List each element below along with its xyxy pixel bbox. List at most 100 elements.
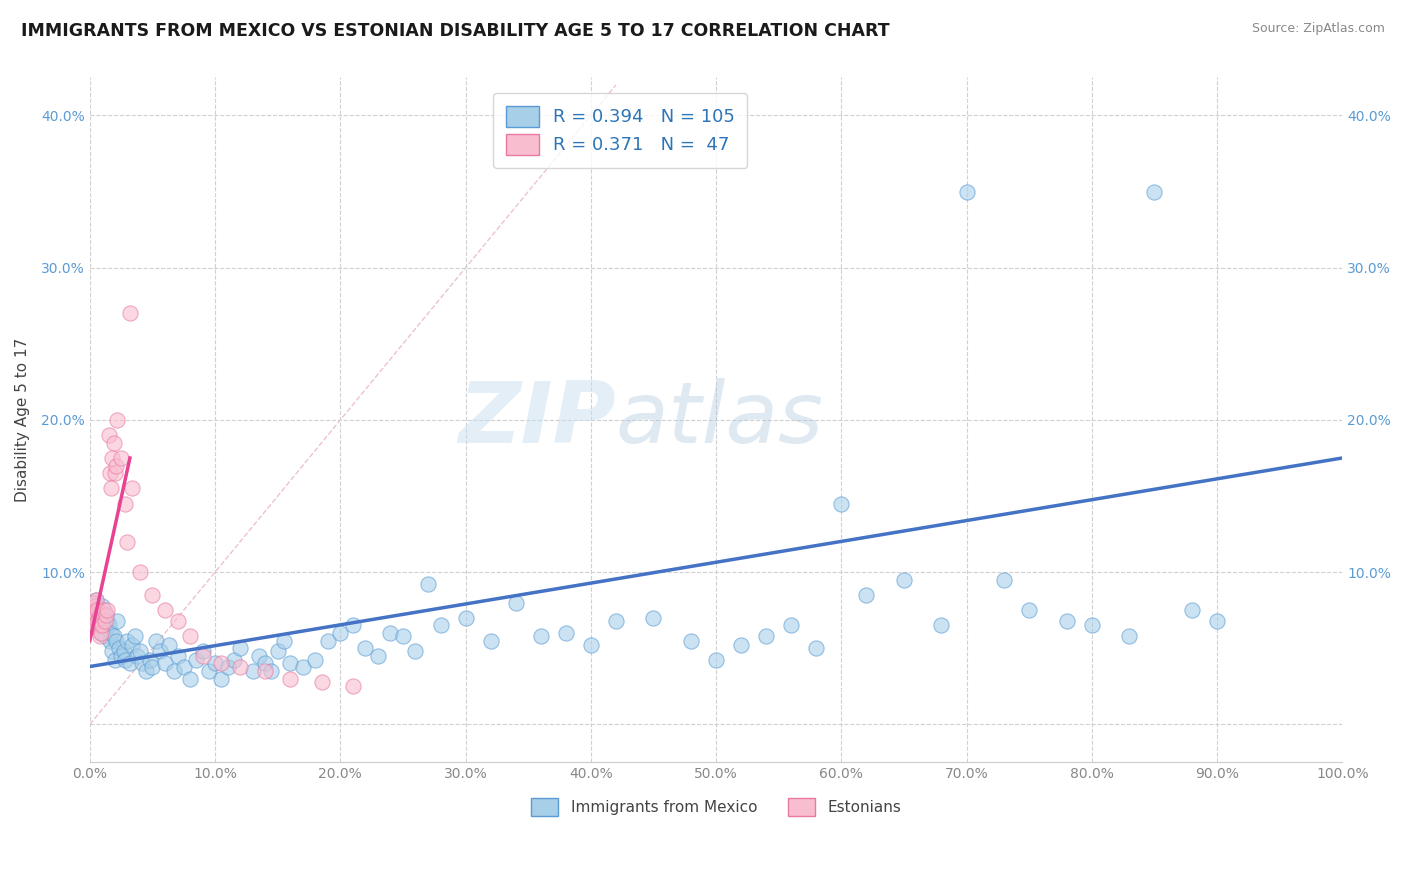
Point bbox=[83, 596, 105, 610]
Point bbox=[114, 653, 136, 667]
Point bbox=[93, 603, 115, 617]
Point bbox=[342, 618, 364, 632]
Point bbox=[163, 664, 186, 678]
Point bbox=[91, 618, 114, 632]
Point bbox=[643, 611, 665, 625]
Point bbox=[1056, 614, 1078, 628]
Point bbox=[316, 633, 339, 648]
Point bbox=[141, 659, 163, 673]
Point bbox=[83, 618, 105, 632]
Point bbox=[704, 653, 727, 667]
Point bbox=[311, 674, 333, 689]
Point bbox=[118, 657, 141, 671]
Point bbox=[101, 450, 124, 465]
Point bbox=[83, 599, 105, 613]
Text: atlas: atlas bbox=[616, 378, 824, 461]
Text: Source: ZipAtlas.com: Source: ZipAtlas.com bbox=[1251, 22, 1385, 36]
Point bbox=[124, 629, 146, 643]
Point bbox=[98, 633, 121, 648]
Point bbox=[392, 629, 415, 643]
Point bbox=[260, 664, 283, 678]
Point bbox=[80, 603, 103, 617]
Point bbox=[530, 629, 553, 643]
Point bbox=[96, 614, 118, 628]
Point bbox=[222, 653, 245, 667]
Point bbox=[87, 611, 110, 625]
Point bbox=[931, 618, 953, 632]
Point bbox=[505, 596, 527, 610]
Point bbox=[893, 573, 915, 587]
Point bbox=[153, 657, 176, 671]
Point bbox=[278, 672, 301, 686]
Point bbox=[86, 603, 108, 617]
Point bbox=[554, 626, 576, 640]
Point bbox=[121, 482, 143, 496]
Point bbox=[1018, 603, 1040, 617]
Point bbox=[91, 618, 114, 632]
Point bbox=[107, 641, 129, 656]
Point bbox=[117, 534, 139, 549]
Point bbox=[679, 633, 702, 648]
Point bbox=[730, 638, 752, 652]
Point bbox=[89, 618, 111, 632]
Point bbox=[139, 653, 162, 667]
Y-axis label: Disability Age 5 to 17: Disability Age 5 to 17 bbox=[15, 338, 30, 502]
Point bbox=[127, 648, 149, 663]
Point bbox=[110, 450, 132, 465]
Point bbox=[454, 611, 477, 625]
Point bbox=[955, 185, 977, 199]
Point bbox=[247, 648, 270, 663]
Point bbox=[242, 664, 264, 678]
Point bbox=[103, 435, 125, 450]
Point bbox=[267, 644, 290, 658]
Point bbox=[84, 607, 107, 622]
Point bbox=[129, 644, 152, 658]
Point bbox=[1206, 614, 1229, 628]
Point bbox=[84, 592, 107, 607]
Point bbox=[993, 573, 1015, 587]
Point bbox=[87, 611, 110, 625]
Point bbox=[82, 607, 104, 622]
Point bbox=[145, 633, 167, 648]
Point bbox=[96, 603, 118, 617]
Point bbox=[89, 607, 111, 622]
Point bbox=[129, 565, 152, 579]
Point bbox=[94, 614, 117, 628]
Point bbox=[278, 657, 301, 671]
Point bbox=[100, 626, 122, 640]
Point bbox=[97, 428, 120, 442]
Point bbox=[82, 607, 104, 622]
Point bbox=[86, 614, 108, 628]
Point bbox=[191, 648, 214, 663]
Point bbox=[149, 644, 172, 658]
Point bbox=[254, 664, 277, 678]
Point bbox=[198, 664, 221, 678]
Point bbox=[229, 641, 252, 656]
Point bbox=[367, 648, 389, 663]
Point bbox=[1118, 629, 1140, 643]
Point bbox=[103, 629, 125, 643]
Point bbox=[105, 458, 128, 473]
Point bbox=[217, 659, 239, 673]
Point bbox=[80, 614, 103, 628]
Point bbox=[82, 618, 104, 632]
Point bbox=[105, 633, 128, 648]
Point bbox=[157, 638, 180, 652]
Point bbox=[191, 644, 214, 658]
Point bbox=[780, 618, 803, 632]
Point bbox=[479, 633, 502, 648]
Point bbox=[806, 641, 828, 656]
Text: ZIP: ZIP bbox=[458, 378, 616, 461]
Point bbox=[1143, 185, 1166, 199]
Point bbox=[755, 629, 778, 643]
Point bbox=[291, 659, 314, 673]
Point bbox=[209, 657, 232, 671]
Point bbox=[166, 614, 188, 628]
Point bbox=[254, 657, 277, 671]
Point bbox=[579, 638, 602, 652]
Point bbox=[117, 633, 139, 648]
Point bbox=[86, 603, 108, 617]
Point bbox=[405, 644, 427, 658]
Point bbox=[104, 467, 127, 481]
Point bbox=[80, 614, 103, 628]
